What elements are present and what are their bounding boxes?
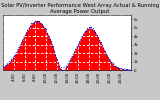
Point: [46, 32, 48, 34]
Point: [65, 66, 67, 67]
Point: [90, 27, 92, 28]
Point: [39, 22, 42, 24]
Point: [125, 69, 127, 71]
Point: [73, 52, 75, 53]
Point: [35, 20, 38, 22]
Point: [42, 25, 44, 26]
Point: [9, 62, 11, 63]
Point: [69, 60, 71, 61]
Point: [11, 57, 14, 59]
Point: [27, 27, 30, 29]
Point: [94, 31, 96, 32]
Point: [13, 55, 15, 57]
Point: [31, 23, 34, 24]
Point: [122, 68, 124, 70]
Point: [71, 55, 74, 57]
Point: [22, 38, 24, 40]
Point: [25, 32, 27, 34]
Point: [18, 46, 20, 48]
Point: [117, 67, 119, 69]
Point: [3, 65, 6, 67]
Point: [61, 69, 63, 71]
Point: [23, 35, 26, 36]
Point: [15, 51, 18, 53]
Point: [99, 41, 102, 43]
Point: [119, 67, 122, 69]
Point: [51, 45, 54, 47]
Point: [41, 23, 43, 24]
Point: [82, 33, 84, 35]
Point: [54, 54, 56, 56]
Point: [97, 36, 99, 38]
Point: [21, 40, 23, 42]
Point: [6, 63, 8, 65]
Point: [121, 68, 123, 70]
Point: [126, 68, 128, 70]
Point: [79, 39, 82, 40]
Point: [86, 27, 88, 29]
Point: [105, 53, 107, 55]
Point: [95, 34, 98, 36]
Point: [123, 69, 126, 71]
Point: [26, 30, 28, 31]
Point: [47, 35, 50, 36]
Point: [17, 48, 19, 50]
Point: [103, 50, 106, 52]
Point: [109, 60, 111, 61]
Point: [5, 64, 7, 66]
Point: [85, 30, 87, 32]
Point: [114, 66, 116, 67]
Point: [53, 50, 55, 52]
Point: [75, 46, 78, 48]
Point: [83, 30, 86, 32]
Point: [127, 69, 130, 71]
Text: Solar PV/Inverter Performance West Array Actual & Running Average Power Output: Solar PV/Inverter Performance West Array…: [1, 3, 159, 14]
Point: [58, 66, 60, 67]
Point: [50, 41, 52, 42]
Point: [111, 62, 114, 64]
Point: [45, 28, 47, 30]
Point: [91, 28, 94, 29]
Point: [59, 68, 62, 69]
Point: [118, 67, 120, 69]
Point: [49, 38, 51, 40]
Point: [77, 44, 79, 46]
Point: [67, 62, 70, 64]
Point: [29, 25, 31, 27]
Point: [66, 65, 68, 66]
Point: [106, 55, 108, 57]
Point: [110, 62, 112, 63]
Point: [115, 66, 118, 67]
Point: [102, 47, 104, 49]
Point: [7, 62, 10, 64]
Point: [30, 23, 32, 24]
Point: [10, 59, 12, 61]
Point: [129, 69, 131, 71]
Point: [113, 65, 115, 67]
Point: [130, 69, 132, 71]
Point: [74, 48, 76, 50]
Point: [81, 35, 83, 37]
Point: [78, 41, 80, 42]
Point: [62, 69, 64, 71]
Point: [87, 27, 90, 28]
Point: [43, 27, 46, 29]
Point: [55, 58, 58, 60]
Point: [57, 62, 59, 64]
Point: [63, 69, 66, 70]
Point: [89, 26, 91, 27]
Point: [37, 20, 39, 22]
Point: [33, 22, 35, 23]
Point: [98, 39, 100, 41]
Point: [107, 58, 110, 60]
Point: [34, 20, 36, 22]
Point: [19, 43, 22, 45]
Point: [2, 65, 4, 67]
Point: [70, 57, 72, 58]
Point: [14, 54, 16, 56]
Point: [93, 30, 95, 31]
Point: [101, 45, 103, 46]
Point: [38, 20, 40, 22]
